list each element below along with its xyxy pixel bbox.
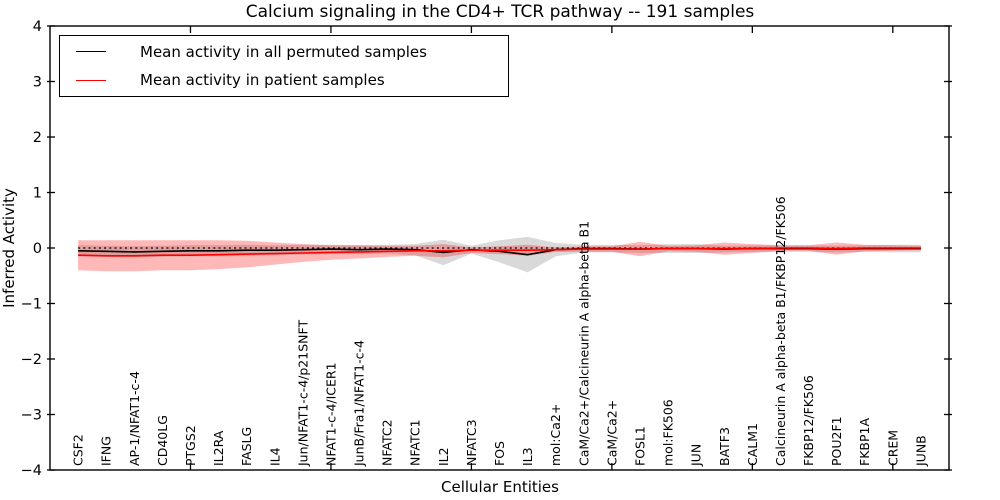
patient-line-swatch-icon: [76, 79, 106, 81]
x-category-label: FKBP12/FK506: [801, 375, 816, 466]
x-category-label: mol:FK506: [661, 399, 676, 466]
y-tick-label: −4: [21, 463, 42, 479]
x-category-label: CaM/Ca2+/Calcineurin A alpha-beta B1: [576, 221, 591, 466]
x-category-label: IFNG: [99, 436, 114, 466]
x-axis-label: Cellular Entities: [441, 478, 559, 496]
x-category-label: AP-1/NFAT1-c-4: [127, 371, 142, 466]
x-category-label: CALM1: [745, 423, 760, 466]
x-category-label: CD40LG: [155, 415, 170, 466]
x-category-label: FKBP1A: [857, 418, 872, 466]
x-category-label: IL2RA: [211, 430, 226, 466]
x-category-label: IL2: [436, 447, 451, 466]
x-category-label: FOSL1: [632, 426, 647, 466]
x-category-label: NFATC2: [380, 419, 395, 466]
legend-label-permuted: Mean activity in all permuted samples: [140, 42, 427, 61]
x-category-label: PTGS2: [183, 425, 198, 466]
x-category-label: CREM: [885, 430, 900, 466]
legend-item-patient: Mean activity in patient samples: [60, 67, 508, 93]
patient-mean-line: [78, 247, 921, 257]
legend: Mean activity in all permuted samples Me…: [59, 35, 509, 97]
y-tick-label: −1: [21, 297, 42, 313]
x-category-label: Jun/NFAT1-c-4/p21SNFT: [295, 320, 310, 467]
x-category-label: NFAT1-c-4/ICER1: [323, 362, 338, 466]
y-tick-label: −2: [21, 352, 42, 368]
permuted-line-swatch-icon: [76, 51, 106, 53]
x-category-label: JUN: [689, 444, 704, 467]
x-category-label: BATF3: [717, 427, 732, 466]
x-category-label: FOS: [492, 441, 507, 466]
x-category-label: NFATC3: [464, 419, 479, 466]
y-tick-label: 3: [33, 75, 42, 91]
legend-item-permuted: Mean activity in all permuted samples: [60, 39, 508, 65]
y-tick-label: 4: [33, 19, 42, 35]
x-category-label: CaM/Ca2+: [604, 400, 619, 466]
x-category-label: CSF2: [71, 434, 86, 466]
x-category-label: Calcineurin A alpha-beta B1/FKBP12/FK506: [773, 196, 788, 466]
x-category-label: NFATC1: [408, 419, 423, 466]
chart-title: Calcium signaling in the CD4+ TCR pathwa…: [245, 2, 755, 22]
y-tick-label: 2: [33, 130, 42, 146]
x-category-label: FASLG: [239, 427, 254, 466]
permuted-std-band: [78, 236, 921, 273]
x-category-label: mol:Ca2+: [548, 404, 563, 466]
x-category-label: IL3: [520, 447, 535, 466]
x-category-label: JunB/Fra1/NFAT1-c-4: [352, 340, 367, 467]
y-tick-label: −3: [21, 408, 42, 424]
x-category-label: IL4: [267, 447, 282, 466]
x-category-label: JUNB: [913, 435, 928, 467]
y-tick-label: 1: [33, 186, 42, 202]
x-category-label: POU2F1: [829, 416, 844, 466]
y-tick-label: 0: [33, 241, 42, 257]
legend-label-patient: Mean activity in patient samples: [140, 71, 385, 90]
